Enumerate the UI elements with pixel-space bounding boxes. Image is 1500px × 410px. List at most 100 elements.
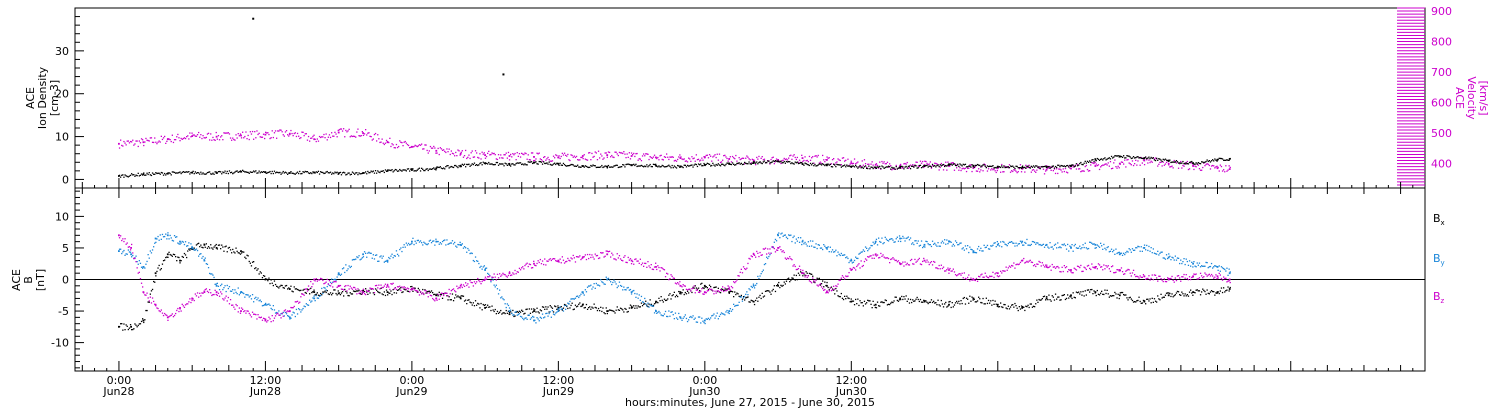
velocity-series-point	[1192, 164, 1194, 166]
bx-series-point	[1108, 296, 1110, 298]
by-series-point	[292, 311, 294, 313]
bx-series-point	[761, 292, 763, 294]
density-series-point	[177, 172, 179, 174]
by-series-point	[469, 252, 471, 255]
density-series-point	[893, 167, 895, 169]
by-series-point	[142, 267, 144, 269]
by-series-point	[608, 279, 611, 281]
velocity-series-point	[363, 133, 366, 135]
velocity-series-point	[369, 135, 371, 137]
by-series-point	[930, 245, 933, 248]
density-series-point	[380, 170, 382, 172]
bx-series-data-point	[1094, 291, 1097, 293]
density-series-point	[147, 173, 149, 176]
bz-series-point	[240, 307, 243, 309]
density-series-point	[736, 162, 738, 165]
density-series-point	[674, 166, 677, 168]
bx-series-point	[447, 299, 449, 301]
bx-series-point	[838, 295, 840, 298]
velocity-series-point	[682, 158, 684, 161]
by-series-point	[677, 318, 679, 320]
velocity-series-point	[450, 150, 452, 152]
velocity-series-point	[1163, 164, 1165, 166]
density-series-point	[125, 175, 127, 177]
velocity-series-point	[762, 159, 764, 161]
velocity-series-point	[360, 135, 362, 137]
velocity-series-point	[484, 157, 487, 159]
by-series-point	[913, 243, 915, 246]
density-series-point	[439, 166, 441, 168]
bx-series-point	[1103, 293, 1105, 296]
bz-series-point	[770, 252, 772, 254]
by-series-point	[744, 295, 746, 298]
bx-series-point	[496, 310, 499, 313]
bx-series-point	[1109, 295, 1112, 297]
by-series-point	[879, 240, 881, 243]
density-series-point	[918, 164, 920, 167]
by-series-point	[589, 285, 591, 287]
by-series-point	[154, 242, 156, 244]
by-series-point	[1001, 246, 1003, 248]
bz-series-point	[501, 274, 503, 276]
velocity-series-point	[702, 159, 704, 161]
by-series-point	[195, 248, 198, 250]
velocity-series-point	[1018, 168, 1020, 170]
by-series-point	[305, 303, 307, 305]
bx-series-point	[692, 286, 694, 288]
bz-series-point	[444, 292, 446, 295]
density-series-point	[694, 163, 696, 165]
bx-series-point	[965, 297, 968, 299]
bx-series-point	[643, 303, 645, 305]
velocity-series-point	[503, 154, 505, 156]
density-series-point	[258, 170, 260, 172]
velocity-series-point	[1130, 164, 1132, 166]
bx-series-point	[1091, 288, 1093, 291]
bx-series-point	[852, 300, 855, 302]
bz-series-point	[321, 278, 323, 280]
bz-series-point	[343, 289, 345, 291]
bz-series-point	[212, 294, 214, 296]
velocity-series-point	[243, 137, 245, 139]
bx-series-point	[501, 313, 503, 315]
velocity-series-point	[1171, 165, 1173, 167]
by-series-point	[953, 245, 956, 247]
bx-series-point	[1204, 290, 1206, 293]
density-series-point	[1127, 155, 1129, 157]
density-series-point	[213, 173, 215, 175]
velocity-series-point	[836, 161, 838, 163]
by-series-point	[173, 235, 176, 237]
velocity-series-point	[1086, 168, 1089, 171]
density-series-point	[913, 166, 915, 168]
bz-series-point	[532, 267, 534, 269]
density-series-point	[989, 165, 991, 167]
by-series-point	[607, 277, 610, 279]
density-series-point	[399, 168, 401, 171]
bz-series-point	[551, 258, 554, 260]
by-series-point	[614, 281, 616, 283]
bx-series-point	[648, 303, 650, 305]
velocity-series-point	[507, 151, 510, 154]
bx-series-point	[178, 256, 180, 259]
bz-series-point	[800, 269, 802, 271]
by-series-point	[646, 305, 648, 307]
by-series-point	[684, 314, 686, 316]
density-series-point	[872, 167, 874, 170]
velocity-series-point	[260, 136, 262, 138]
velocity-series-point	[793, 154, 795, 156]
by-series-point	[176, 236, 178, 238]
bx-series-point	[429, 291, 432, 293]
bz-series-point	[256, 318, 258, 320]
velocity-series-point	[859, 165, 861, 168]
bx-series-point	[1164, 294, 1167, 296]
by-series-point	[809, 240, 812, 242]
velocity-series-point	[556, 154, 558, 157]
bz-series-point	[748, 257, 750, 260]
density-series-data-point	[1228, 158, 1231, 160]
by-series-point	[339, 274, 342, 276]
by-series-point	[304, 306, 306, 308]
bz-series-point	[672, 277, 674, 279]
bz-series-point	[563, 262, 566, 264]
density-series-data-point	[679, 165, 682, 168]
density-series-data-point	[459, 164, 462, 167]
velocity-series-point	[189, 132, 191, 134]
